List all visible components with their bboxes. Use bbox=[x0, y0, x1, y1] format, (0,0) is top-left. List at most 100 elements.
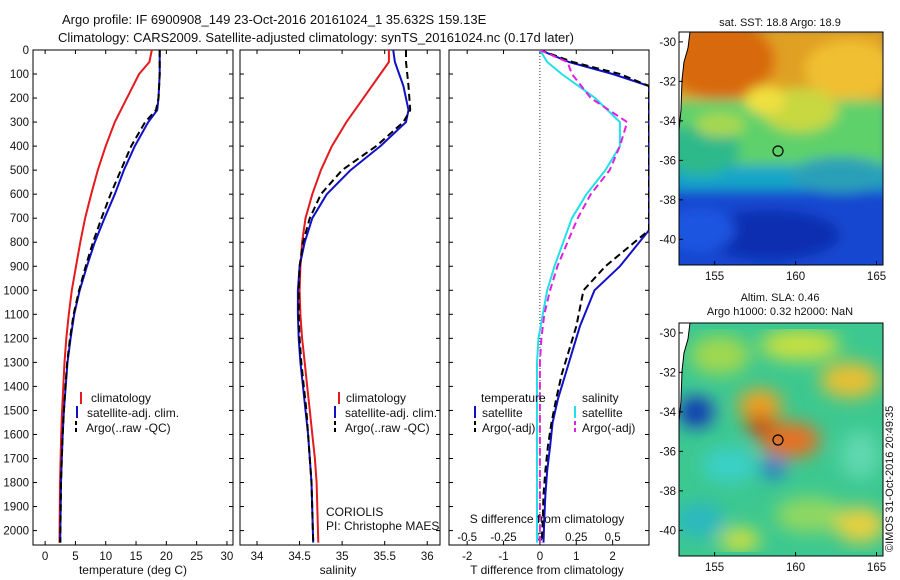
map-x-tick-label: 165 bbox=[867, 271, 886, 283]
x-tick-label: 34 bbox=[251, 551, 264, 563]
y-tick-label: 1300 bbox=[3, 357, 29, 369]
x-tick-label: 35 bbox=[336, 551, 349, 563]
x-tick-label: 0 bbox=[537, 551, 543, 563]
series-line-climatology bbox=[58, 50, 153, 543]
s-tick-label: -0.25 bbox=[490, 532, 516, 544]
map-y-tick-label: -34 bbox=[659, 116, 676, 128]
series-line-temperature-satellite bbox=[539, 50, 649, 543]
sla-map-ticks: 155 160 165 -30 -32 -34 -36 -38 -40 bbox=[659, 328, 886, 574]
coastline-land bbox=[679, 32, 690, 130]
legend-label-s-satellite: satellite bbox=[582, 406, 623, 420]
legend-label-argo: Argo(..raw -QC) bbox=[345, 421, 430, 435]
imos-credit: ©IMOS 31-Oct-2016 20:49:35 bbox=[884, 406, 896, 552]
sla-map bbox=[679, 323, 883, 556]
map-y-tick-label: -36 bbox=[659, 155, 676, 167]
x-tick-label: 35.5 bbox=[373, 551, 395, 563]
sst-map bbox=[679, 32, 883, 265]
map-x-tick-label: 165 bbox=[867, 562, 886, 574]
salinity-legend: climatology satellite-adj. clim. Argo(..… bbox=[334, 391, 437, 435]
map-y-tick-label: -38 bbox=[659, 486, 676, 498]
temperature-legend: climatology satellite-adj. clim. Argo(..… bbox=[75, 391, 179, 435]
x-tick-label: 2 bbox=[609, 551, 615, 563]
legend-title-salinity: salinity bbox=[582, 391, 619, 405]
series-line-argo-raw-qc bbox=[297, 50, 412, 543]
y-tick-label: 1900 bbox=[3, 502, 29, 514]
x-tick-label: 34.5 bbox=[288, 551, 310, 563]
coastline bbox=[679, 32, 691, 131]
x-tick-label: 15 bbox=[130, 551, 143, 563]
sst-field bbox=[679, 32, 883, 265]
y-tick-label: 2000 bbox=[3, 526, 29, 538]
x-tick-label: 25 bbox=[190, 551, 203, 563]
sla-map-title-line1: Altim. SLA: 0.46 bbox=[741, 292, 820, 304]
series-line-salinity-satellite bbox=[536, 50, 621, 543]
legend-title-temperature: temperature bbox=[481, 391, 546, 405]
map-y-tick-label: -32 bbox=[659, 76, 676, 88]
map-y-tick-label: -40 bbox=[659, 234, 676, 246]
legend-label-satellite: satellite-adj. clim. bbox=[87, 406, 179, 420]
legend-label-argo: Argo(..raw -QC) bbox=[86, 421, 171, 435]
x-tick-label: -2 bbox=[462, 551, 472, 563]
s-tick-label: -0.5 bbox=[457, 532, 477, 544]
x-tick-label: 0 bbox=[42, 551, 48, 563]
series-line-argo-raw-qc bbox=[59, 50, 161, 543]
y-tick-label: 900 bbox=[10, 261, 29, 273]
series-line-salinity-argo-adj bbox=[538, 50, 629, 543]
y-tick-label: 1500 bbox=[3, 405, 29, 417]
coastline bbox=[679, 323, 691, 422]
salinity-axis-label: salinity bbox=[320, 563, 357, 577]
figure-title-line2: Climatology: CARS2009. Satellite-adjuste… bbox=[58, 30, 574, 45]
t-difference-axis-label: T difference from climatology bbox=[470, 563, 624, 577]
difference-panel: -2 -1 0 1 2-0.5 -0.25 0 0.25 0.5 bbox=[448, 49, 650, 563]
sst-map-ticks: 155 160 165 -30 -32 -34 -36 -38 -40 bbox=[659, 37, 886, 283]
map-x-tick-label: 160 bbox=[786, 562, 805, 574]
series-line-temperature-argo-adj bbox=[539, 50, 649, 543]
sla-field bbox=[679, 329, 883, 552]
y-tick-label: 100 bbox=[10, 69, 29, 81]
s-tick-label: 0.5 bbox=[605, 532, 621, 544]
series-group bbox=[536, 50, 649, 543]
y-tick-label: 600 bbox=[10, 189, 29, 201]
y-tick-label: 1800 bbox=[3, 478, 29, 490]
y-tick-label: 1600 bbox=[3, 429, 29, 441]
x-tick-label: 10 bbox=[99, 551, 112, 563]
map-x-tick-label: 155 bbox=[705, 271, 724, 283]
y-tick-label: 300 bbox=[10, 117, 29, 129]
temperature-axis-label: temperature (deg C) bbox=[79, 563, 187, 577]
y-tick-label: 500 bbox=[10, 165, 29, 177]
map-x-tick-label: 160 bbox=[786, 271, 805, 283]
y-tick-label: 1000 bbox=[3, 285, 29, 297]
y-tick-label: 200 bbox=[10, 93, 29, 105]
x-tick-label: 5 bbox=[72, 551, 78, 563]
map-y-tick-label: -38 bbox=[659, 195, 676, 207]
map-x-tick-label: 155 bbox=[705, 562, 724, 574]
y-tick-label: 800 bbox=[10, 237, 29, 249]
x-tick-label: -1 bbox=[498, 551, 508, 563]
y-tick-label: 0 bbox=[23, 45, 29, 57]
legend-label-t-argo: Argo(-adj) bbox=[482, 421, 535, 435]
argo-position-marker-sst bbox=[772, 145, 784, 157]
sla-map-frame bbox=[678, 322, 884, 557]
legend-label-climatology: climatology bbox=[346, 391, 406, 405]
s-difference-axis-label: S difference from climatology bbox=[470, 512, 625, 526]
data-center-label: CORIOLIS bbox=[326, 505, 383, 519]
y-tick-label: 1100 bbox=[4, 309, 29, 321]
legend-label-satellite: satellite-adj. clim. bbox=[345, 406, 437, 420]
map-y-tick-label: -40 bbox=[659, 525, 676, 537]
temperature-panel: 0 5 10 15 20 25 300100200300400500600700800900… bbox=[3, 45, 234, 563]
s-tick-label: 0.25 bbox=[565, 532, 587, 544]
x-tick-label: 30 bbox=[221, 551, 234, 563]
difference-legend: temperature salinity satellite Argo(-adj… bbox=[474, 391, 635, 435]
y-tick-label: 1400 bbox=[3, 381, 29, 393]
argo-position-marker-sla bbox=[772, 434, 784, 446]
x-tick-label: 20 bbox=[160, 551, 173, 563]
figure-title-line1: Argo profile: IF 6900908_149 23-Oct-2016… bbox=[62, 12, 487, 27]
legend-label-climatology: climatology bbox=[91, 391, 151, 405]
y-tick-label: 400 bbox=[10, 141, 29, 153]
coastline-land bbox=[679, 323, 690, 421]
sst-map-title: sat. SST: 18.8 Argo: 18.9 bbox=[719, 17, 841, 29]
plot-area bbox=[239, 49, 441, 546]
legend-label-s-argo: Argo(-adj) bbox=[582, 421, 635, 435]
map-y-tick-label: -32 bbox=[659, 367, 676, 379]
